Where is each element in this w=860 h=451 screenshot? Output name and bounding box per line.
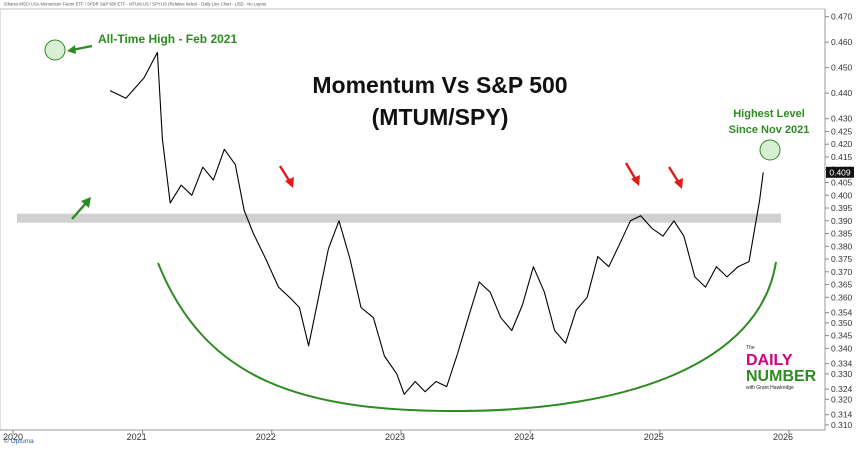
y-tick-label-0.460: 0.460 (831, 37, 853, 47)
chart-title: Momentum Vs S&P 500 (312, 72, 567, 98)
y-tick-label-0.405: 0.405 (831, 178, 853, 188)
y-tick-label-0.425: 0.425 (831, 126, 853, 136)
green-up-arrow (71, 197, 91, 220)
last-value-label: 0.409 (829, 167, 851, 177)
x-axis-ticks: 2020 2021 2022 2023 2024 2025 2026 (3, 430, 793, 442)
chart-subtitle: (MTUM/SPY) (372, 104, 509, 130)
y-tick-label-0.390: 0.390 (831, 216, 853, 226)
y-tick-label-0.430: 0.430 (831, 114, 853, 124)
chart-header-text: iShares MSCI USA Momentum Factor ETF / S… (4, 2, 267, 7)
optuma-watermark: © Optuma (4, 437, 34, 445)
y-tick-label-0.320: 0.320 (831, 394, 853, 404)
y-tick-label-0.350: 0.350 (831, 318, 853, 328)
y-tick-label-0.470: 0.470 (831, 12, 853, 22)
y-tick-label-0.370: 0.370 (831, 267, 853, 277)
cup-arc (157, 261, 777, 413)
logo-number: NUMBER (746, 368, 817, 385)
x-tick-label-2026: 2026 (773, 432, 793, 442)
x-tick-label-2021: 2021 (127, 432, 147, 442)
y-tick-label-0.420: 0.420 (831, 139, 853, 149)
red-arrow-2022 (278, 165, 294, 188)
logo-daily: DAILY (746, 352, 793, 369)
latest-circle (759, 139, 781, 161)
y-tick-label-0.345: 0.345 (831, 331, 853, 341)
y-tick-label-0.340: 0.340 (831, 343, 853, 353)
daily-number-logo: The DAILY NUMBER with Grant Hawkridge (746, 345, 817, 391)
y-tick-label-0.450: 0.450 (831, 63, 853, 73)
y-axis-ticks: 0.470 0.460 0.450 0.440 0.430 0.425 0.420 0.415… (825, 12, 853, 430)
ath-label: All-Time High - Feb 2021 (98, 32, 237, 46)
x-tick-label-2020: 2020 (3, 432, 23, 442)
y-tick-label-0.314: 0.314 (831, 410, 853, 420)
y-tick-label-0.380: 0.380 (831, 241, 853, 251)
y-tick-label-0.400: 0.400 (831, 190, 853, 200)
ath-arrow (67, 44, 93, 54)
y-tick-label-0.365: 0.365 (831, 280, 853, 290)
logo-the: The (746, 345, 755, 351)
y-tick-label-0.440: 0.440 (831, 88, 853, 98)
x-tick-label-2022: 2022 (256, 432, 276, 442)
last-value-box (826, 166, 854, 178)
x-tick-label-2025: 2025 (644, 432, 664, 442)
red-arrow-feb-2025 (667, 166, 683, 189)
y-tick-label-0.354: 0.354 (831, 308, 853, 318)
y-tick-label-0.324: 0.324 (831, 384, 853, 394)
series-line (109, 51, 764, 395)
y-tick-label-0.385: 0.385 (831, 229, 853, 239)
y-tick-label-0.415: 0.415 (831, 152, 853, 162)
red-arrow-nov-2024 (624, 162, 640, 186)
y-tick-label-0.375: 0.375 (831, 254, 853, 264)
y-tick-label-0.395: 0.395 (831, 203, 853, 213)
x-tick-label-2023: 2023 (385, 432, 405, 442)
y-tick-label-0.334: 0.334 (831, 359, 853, 369)
ath-circle (44, 39, 66, 61)
highest-label-line2: Since Nov 2021 (729, 124, 810, 136)
y-tick-label-0.330: 0.330 (831, 369, 853, 379)
highest-label-line1: Highest Level (733, 108, 805, 120)
y-tick-label-0.310: 0.310 (831, 420, 853, 430)
support-band (17, 213, 781, 223)
y-tick-label-0.360: 0.360 (831, 292, 853, 302)
x-tick-label-2024: 2024 (514, 432, 534, 442)
logo-byline: with Grant Hawkridge (746, 385, 794, 391)
